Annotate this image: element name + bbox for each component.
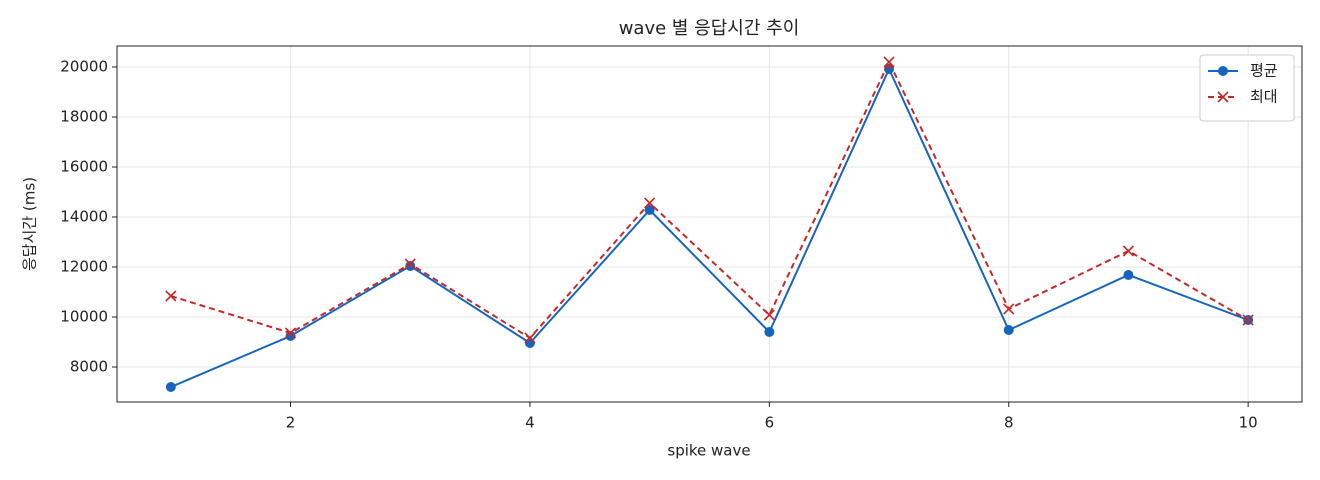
legend-label: 최대 xyxy=(1250,88,1278,106)
marker xyxy=(1122,245,1135,257)
marker xyxy=(1218,66,1228,76)
legend-frame xyxy=(1199,54,1295,122)
y-tick-label: 12000 xyxy=(60,258,108,276)
series xyxy=(165,56,1254,344)
plot-frame xyxy=(116,45,1303,403)
y-tick-label: 20000 xyxy=(60,58,108,76)
marker xyxy=(524,332,536,344)
marker xyxy=(1003,325,1014,335)
marker xyxy=(644,205,655,215)
x-axis-label: spike wave xyxy=(667,442,750,460)
marker xyxy=(1123,270,1134,280)
marker xyxy=(1217,91,1229,103)
marker xyxy=(524,338,535,348)
marker xyxy=(165,290,177,302)
marker xyxy=(284,327,297,339)
x-tick-label: 6 xyxy=(765,414,775,432)
marker xyxy=(763,309,775,321)
y-tick-label: 8000 xyxy=(70,358,108,376)
marker xyxy=(1242,314,1254,326)
x-tick-label: 2 xyxy=(286,414,296,432)
legend-label: 평균 xyxy=(1250,62,1278,80)
marker xyxy=(1003,303,1015,315)
y-tick-label: 10000 xyxy=(60,308,108,326)
marker xyxy=(404,258,416,270)
y-tick-label: 14000 xyxy=(60,208,108,226)
series-line xyxy=(170,66,1249,388)
y-tick-label: 18000 xyxy=(60,108,108,126)
series xyxy=(165,64,1254,392)
marker xyxy=(883,56,895,68)
chart-title: wave 별 응답시간 추이 xyxy=(619,18,800,39)
x-tick-label: 10 xyxy=(1239,414,1258,432)
y-tick-label: 16000 xyxy=(60,158,108,176)
x-tick-label: 4 xyxy=(525,414,535,432)
y-axis-label: 응답시간 (ms) xyxy=(21,177,39,271)
x-tick-label: 8 xyxy=(1004,414,1014,432)
marker xyxy=(285,331,296,341)
series-line xyxy=(170,59,1249,340)
marker xyxy=(405,261,416,271)
marker xyxy=(644,197,656,209)
marker xyxy=(165,382,176,392)
marker xyxy=(764,327,775,337)
